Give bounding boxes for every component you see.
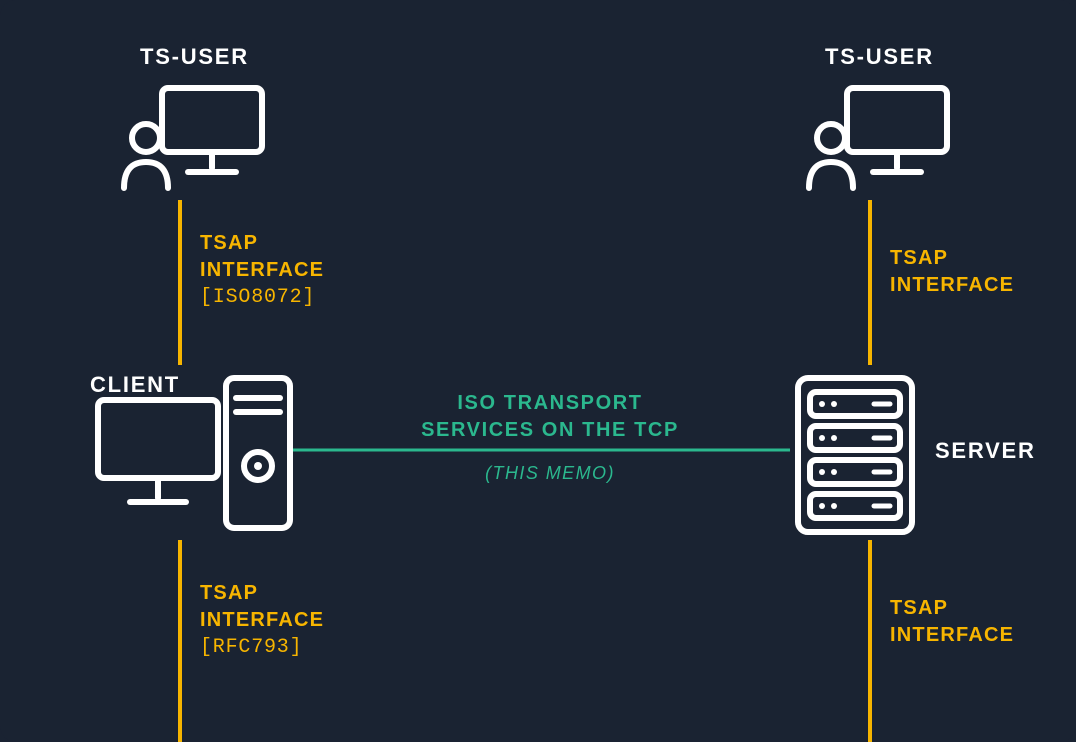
tsap-left-bottom: TSAP INTERFACE [RFC793] xyxy=(200,580,324,661)
server-label: SERVER xyxy=(935,438,1036,464)
this-memo-text: (THIS MEMO) xyxy=(485,463,615,483)
center-title: ISO TRANSPORT SERVICES ON THE TCP xyxy=(400,390,700,444)
ts-user-right-label: TS-USER xyxy=(825,44,934,70)
ts-user-right-icon xyxy=(805,80,955,200)
tsap-text: TSAP xyxy=(200,230,324,257)
center-sub: (THIS MEMO) xyxy=(400,460,700,487)
center-title-line1: ISO TRANSPORT xyxy=(400,390,700,417)
ts-user-left-icon xyxy=(120,80,270,200)
tsap-text: TSAP xyxy=(200,580,324,607)
tsap-left-top: TSAP INTERFACE [ISO8072] xyxy=(200,230,324,311)
server-icon xyxy=(790,370,920,540)
rfc793-text: [RFC793] xyxy=(200,634,324,661)
tsap-text: TSAP xyxy=(890,595,1014,622)
tsap-right-bottom: TSAP INTERFACE xyxy=(890,595,1014,649)
interface-text: INTERFACE xyxy=(200,607,324,634)
interface-text: INTERFACE xyxy=(200,257,324,284)
interface-text: INTERFACE xyxy=(890,622,1014,649)
tsap-text: TSAP xyxy=(890,245,1014,272)
ts-user-left-label: TS-USER xyxy=(140,44,249,70)
tsap-right-top: TSAP INTERFACE xyxy=(890,245,1014,299)
iso8072-text: [ISO8072] xyxy=(200,284,324,311)
interface-text: INTERFACE xyxy=(890,272,1014,299)
diagram-canvas: TS-USER TS-USER CLIENT SERVER TSAP INTER… xyxy=(0,0,1076,742)
center-title-line2: SERVICES ON THE TCP xyxy=(400,417,700,444)
client-label: CLIENT xyxy=(90,372,180,398)
